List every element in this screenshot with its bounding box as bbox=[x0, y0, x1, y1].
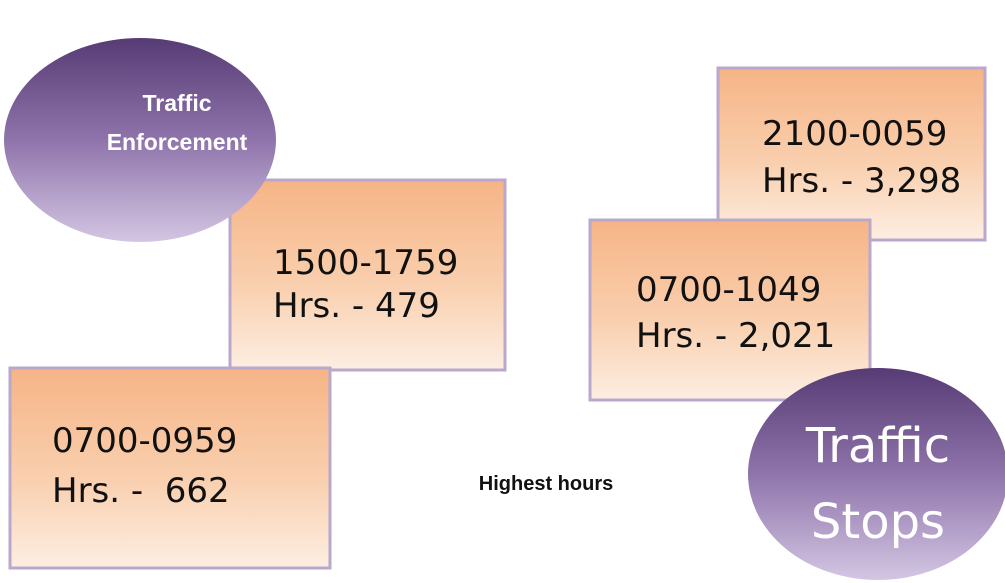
oval-shape bbox=[4, 38, 276, 242]
oval-shape bbox=[748, 368, 1005, 580]
caption: Highest hours bbox=[479, 473, 613, 495]
box-hours: Hrs. - 2,021 bbox=[636, 316, 835, 356]
box-time: 1500-1759 bbox=[273, 243, 458, 283]
time-box: 1500-1759 Hrs. - 479 bbox=[228, 178, 507, 372]
box-shape bbox=[716, 66, 987, 242]
oval-label: Traffic bbox=[142, 90, 211, 116]
time-box: 0700-0959 Hrs. - 662 bbox=[8, 366, 332, 570]
oval-label: Traffic bbox=[805, 418, 950, 474]
box-shape bbox=[588, 218, 872, 402]
box-shape bbox=[228, 178, 507, 372]
box-time: 2100-0059 bbox=[762, 114, 947, 154]
box-hours: Hrs. - 662 bbox=[52, 471, 230, 511]
time-box: 0700-1049 Hrs. - 2,021 bbox=[588, 218, 872, 402]
time-box: 2100-0059 Hrs. - 3,298 bbox=[716, 66, 987, 242]
box-time: 0700-0959 bbox=[52, 421, 237, 461]
box-hours: Hrs. - 479 bbox=[273, 286, 440, 326]
box-time: 0700-1049 bbox=[636, 270, 821, 310]
oval-label: Enforcement bbox=[107, 129, 248, 155]
enforcement-oval: Traffic Enforcement bbox=[4, 38, 276, 242]
box-hours: Hrs. - 3,298 bbox=[762, 161, 961, 201]
stops-oval: Traffic Stops bbox=[748, 368, 1005, 580]
box-shape bbox=[8, 366, 332, 570]
oval-label: Stops bbox=[811, 494, 945, 550]
